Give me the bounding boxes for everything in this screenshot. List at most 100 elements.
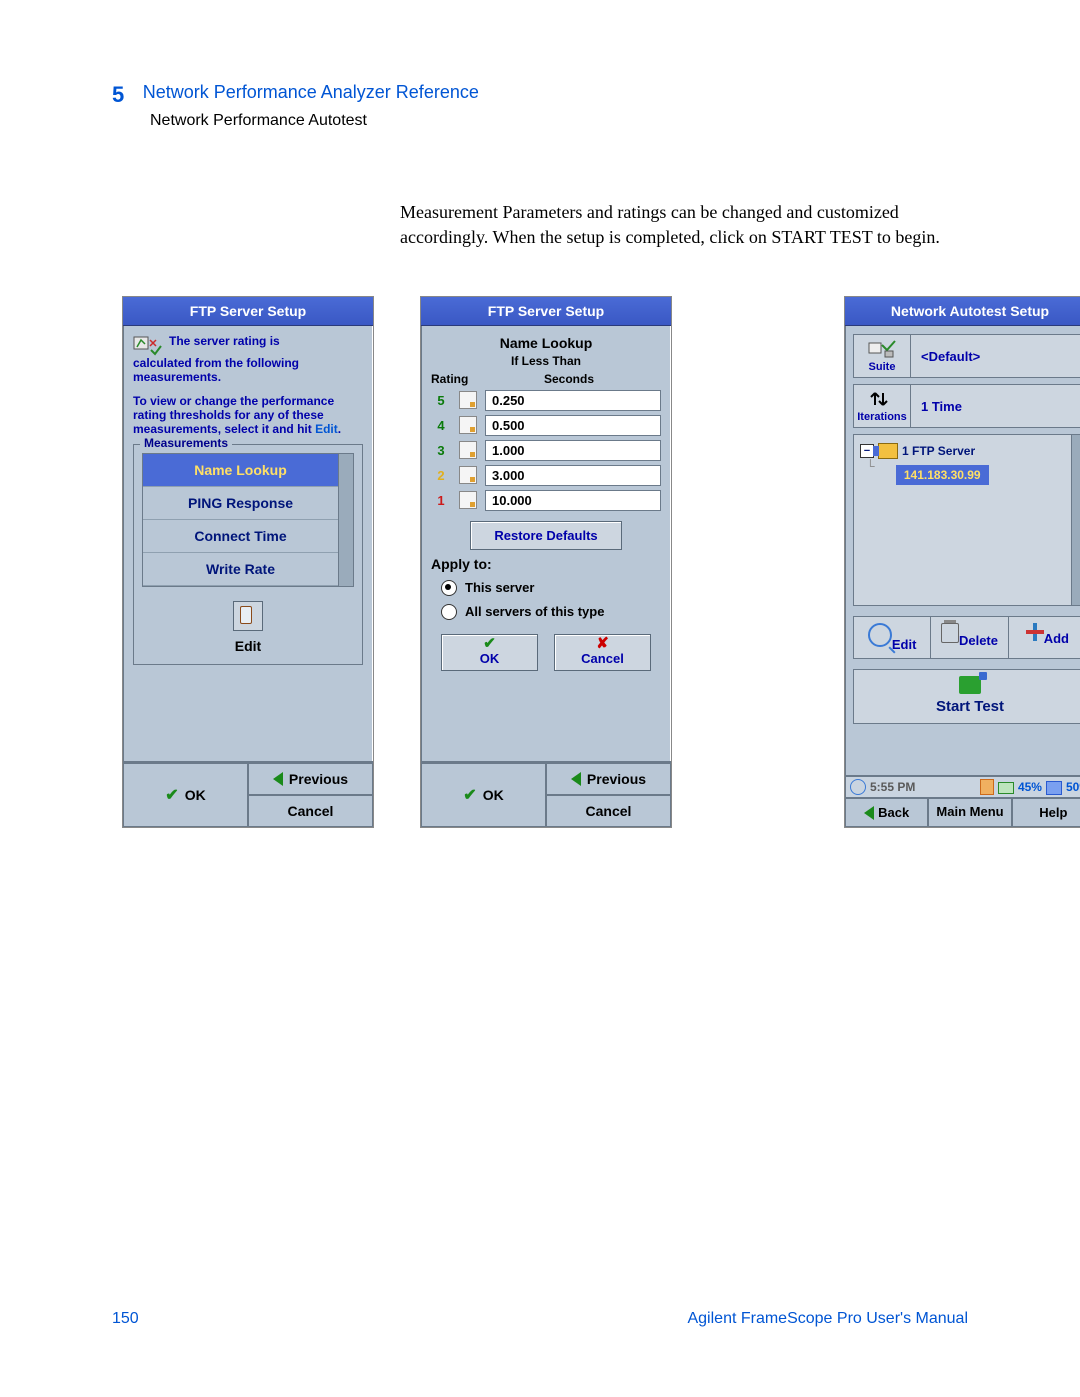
page-number: 150 [112, 1310, 139, 1328]
x-icon: ✘ [555, 637, 650, 651]
edit-button-label[interactable]: Edit [142, 638, 354, 654]
add-label: Add [1044, 631, 1069, 646]
start-test-button[interactable]: Start Test [853, 669, 1080, 724]
seconds-input[interactable]: 1.000 [485, 440, 661, 461]
edit-value-icon[interactable] [459, 441, 477, 459]
radio-all-servers[interactable]: All servers of this type [441, 604, 661, 620]
help-button[interactable]: Help [1012, 798, 1080, 827]
suite-row[interactable]: Suite <Default> [853, 334, 1080, 378]
rating-number: 1 [431, 493, 451, 508]
storage-pct: 50% [1066, 780, 1080, 794]
tree-server-node[interactable]: − 1 FTP Server [860, 443, 1065, 459]
rating-row: 23.000 [431, 465, 661, 486]
seconds-input[interactable]: 10.000 [485, 490, 661, 511]
ok-label: OK [483, 787, 504, 803]
rating-row: 31.000 [431, 440, 661, 461]
info-para2a: To view or change the performance rating… [133, 394, 334, 436]
start-test-icon [959, 676, 981, 694]
ok-button-inner[interactable]: ✔OK [441, 634, 538, 671]
add-button[interactable]: Add [1009, 617, 1080, 658]
tree-connector: └ [866, 459, 875, 473]
check-icon: ✔ [442, 637, 537, 651]
ok-label: OK [480, 651, 500, 666]
scrollbar[interactable] [338, 454, 353, 586]
window-title: FTP Server Setup [421, 297, 671, 326]
battery-icon [998, 782, 1014, 794]
seconds-column-header: Seconds [477, 372, 661, 386]
rating-row: 1 10.000 [431, 490, 661, 511]
edit-label: Edit [892, 637, 917, 652]
body-paragraph: Measurement Parameters and ratings can b… [400, 200, 940, 250]
manual-title: Agilent FrameScope Pro User's Manual [687, 1310, 968, 1328]
edit-button[interactable]: Edit [854, 617, 931, 658]
trash-icon [941, 623, 959, 643]
cancel-button[interactable]: Cancel [546, 795, 671, 827]
threshold-heading: Name Lookup [431, 334, 661, 352]
suite-value: <Default> [911, 335, 1080, 377]
info-text-line1: The server rating is [169, 334, 280, 348]
edit-value-icon[interactable] [459, 466, 477, 484]
ok-button[interactable]: ✔OK [421, 763, 546, 827]
radio-this-server[interactable]: This server [441, 580, 661, 596]
radio-on-icon [441, 580, 457, 596]
cf-icon [1046, 781, 1062, 795]
previous-button[interactable]: Previous [248, 763, 373, 795]
ok-label: OK [185, 787, 206, 803]
rating-row: 4 0.500 [431, 415, 661, 436]
edit-value-icon[interactable] [459, 391, 477, 409]
seconds-input[interactable]: 0.250 [485, 390, 661, 411]
section-subtitle: Network Performance Autotest [150, 112, 952, 130]
cancel-button[interactable]: Cancel [248, 795, 373, 827]
left-arrow-icon [864, 806, 874, 820]
delete-button[interactable]: Delete [931, 617, 1008, 658]
restore-defaults-button[interactable]: Restore Defaults [470, 521, 622, 550]
ok-button[interactable]: ✔ OK [123, 763, 248, 827]
server-rating-icon [133, 334, 163, 356]
left-arrow-icon [571, 772, 581, 786]
tree-ip-node[interactable]: 141.183.30.99 [896, 465, 989, 485]
status-bar: 5:55 PM 45% 50% [845, 775, 1080, 798]
magnifier-icon [868, 623, 892, 647]
iterations-icon [867, 389, 897, 411]
measurements-group-label: Measurements [140, 436, 232, 450]
scrollbar[interactable] [1071, 435, 1080, 605]
rating-column-header: Rating [431, 372, 477, 386]
measurement-item[interactable]: Name Lookup [143, 454, 338, 487]
collapse-icon[interactable]: − [860, 444, 874, 458]
edit-inline-link: Edit [315, 422, 338, 436]
main-menu-button[interactable]: Main Menu [928, 798, 1011, 827]
rating-number: 5 [431, 393, 451, 408]
radio-label: All servers of this type [465, 604, 604, 619]
measurement-item[interactable]: Write Rate [143, 553, 338, 586]
suite-label: Suite [869, 361, 896, 373]
seconds-input[interactable]: 0.500 [485, 415, 661, 436]
apply-to-label: Apply to: [431, 556, 661, 572]
measurement-item[interactable]: PING Response [143, 487, 338, 520]
iterations-label: Iterations [857, 411, 907, 423]
back-button[interactable]: Back [845, 798, 928, 827]
radio-off-icon [441, 604, 457, 620]
edit-icon[interactable] [233, 601, 263, 631]
screenshot-network-autotest-setup: Network Autotest Setup Suite <Default> [844, 296, 1080, 828]
left-arrow-icon [273, 772, 283, 786]
chapter-title: Network Performance Analyzer Reference [143, 82, 479, 103]
edit-value-icon[interactable] [459, 416, 477, 434]
plus-icon [1026, 623, 1044, 641]
previous-label: Previous [289, 771, 348, 787]
screenshot-ftp-setup-measurements: FTP Server Setup The server rating is ca… [122, 296, 374, 828]
chapter-number: 5 [112, 82, 124, 108]
battery-pct: 45% [1018, 780, 1042, 794]
window-title: FTP Server Setup [123, 297, 373, 326]
back-label: Back [878, 805, 909, 820]
edit-value-icon[interactable] [459, 491, 477, 509]
check-icon: ✔ [165, 785, 178, 805]
previous-label: Previous [587, 771, 646, 787]
previous-button[interactable]: Previous [546, 763, 671, 795]
start-test-label: Start Test [936, 698, 1004, 715]
iterations-row[interactable]: Iterations 1 Time [853, 384, 1080, 428]
radio-label: This server [465, 580, 534, 595]
measurement-item[interactable]: Connect Time [143, 520, 338, 553]
seconds-input[interactable]: 3.000 [485, 465, 661, 486]
rating-number: 4 [431, 418, 451, 433]
cancel-button-inner[interactable]: ✘Cancel [554, 634, 651, 671]
